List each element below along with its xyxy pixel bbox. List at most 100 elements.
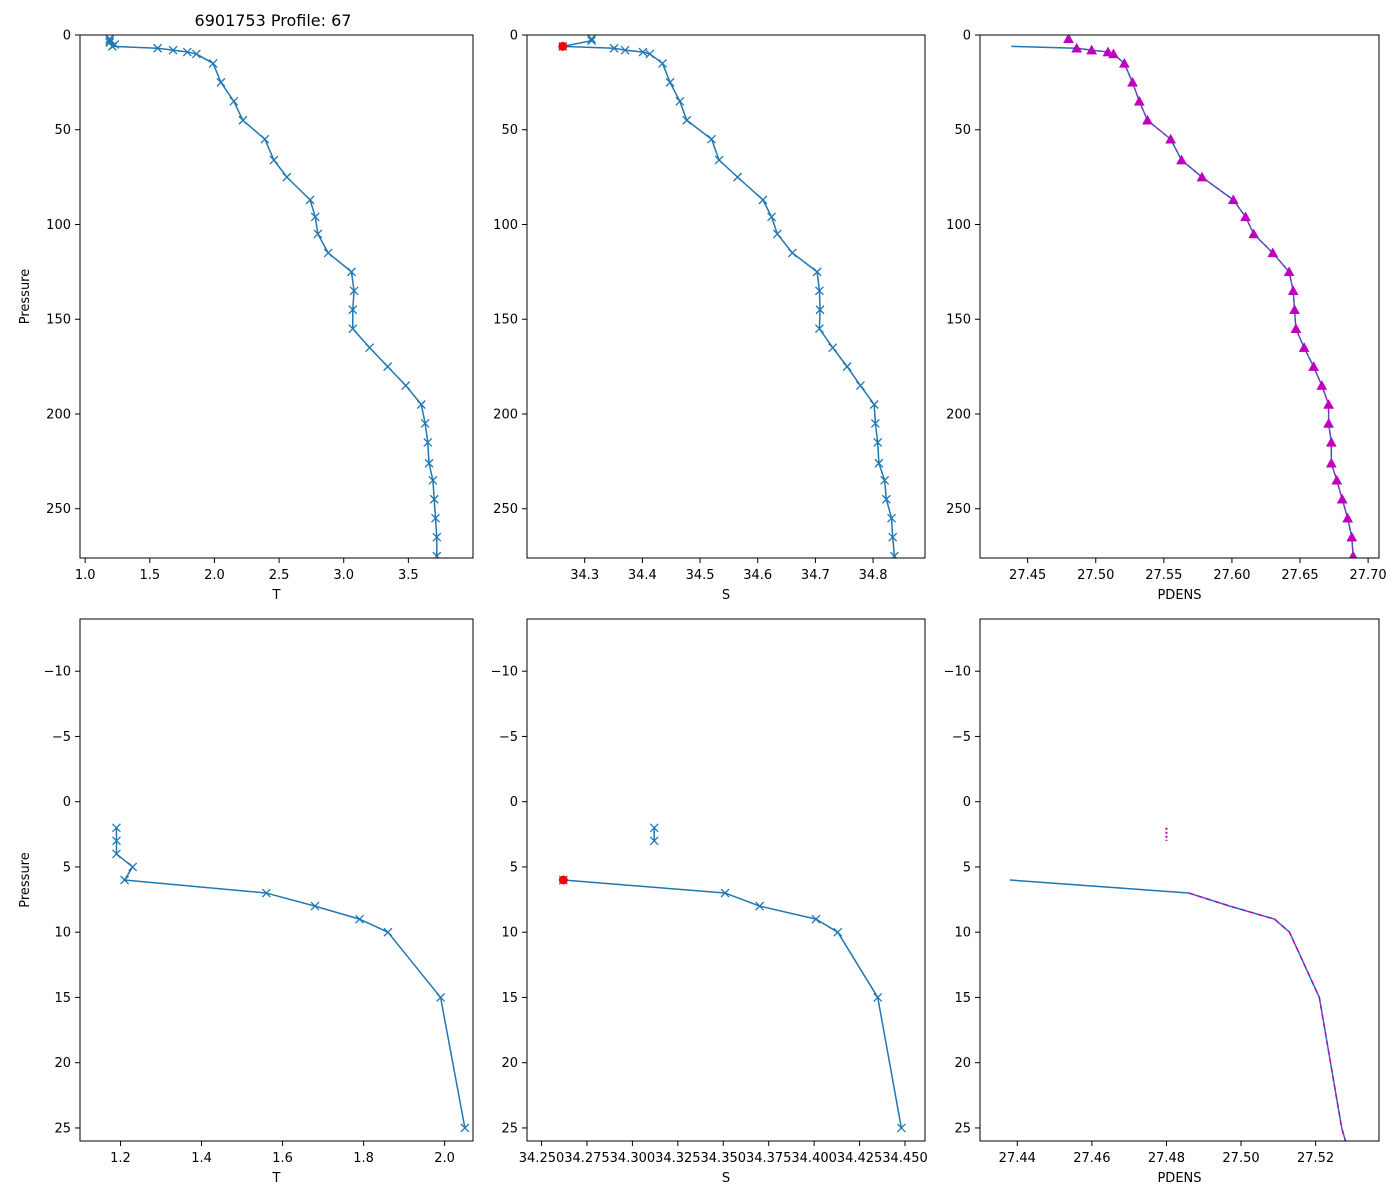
y-tick-label-PDENS_full-2: 100 — [946, 218, 971, 233]
plot-area-PDENS_zoom — [1009, 827, 1347, 1141]
data-point-S_full-29 — [880, 475, 890, 485]
data-point-T_full-33 — [431, 513, 440, 523]
y-tick-label-T_full-3: 150 — [46, 313, 71, 328]
data-point-T_full-30 — [424, 458, 434, 468]
data-point-T_full-2 — [105, 38, 115, 48]
data-point-T_full-27 — [416, 400, 426, 409]
data-point-T_full-31 — [428, 475, 438, 485]
flagged-point-S_zoom-0 — [558, 875, 568, 885]
plot-area-S_full — [558, 35, 899, 558]
panel-PDENS_full: 27.45 27.50 27.55 27.60 27.65 27.70 0 50 100 150 2… — [946, 29, 1387, 604]
x-tick-label-S_full-4: 34.7 — [801, 568, 830, 583]
data-point-S_zoom-2 — [755, 901, 765, 911]
data-point-PDENS_full-7 — [1133, 95, 1145, 106]
data-point-PDENS_full-22 — [1316, 380, 1328, 390]
data-point-S_full-6 — [645, 49, 655, 59]
y-tick-label-S_full-5: 250 — [493, 502, 518, 517]
y-tick-label-S_full-0: 0 — [510, 29, 518, 44]
axes-frame-T_full — [79, 34, 474, 559]
x-tick-label-PDENS_full-5: 27.70 — [1349, 568, 1386, 583]
data-point-PDENS_full-1 — [1071, 42, 1083, 53]
x-tick-label-PDENS_full-4: 27.65 — [1281, 568, 1318, 583]
data-point-PDENS_full-8 — [1142, 114, 1153, 125]
data-point-PDENS_full-16 — [1283, 266, 1295, 277]
x-tick-label-T_zoom-2: 1.6 — [272, 1151, 293, 1166]
data-point-T_full-24 — [365, 343, 375, 353]
data-point-S_full-30 — [881, 494, 891, 504]
data-point-PDENS_full-14 — [1248, 228, 1260, 239]
data-point-S_full-32 — [888, 532, 898, 542]
y-tick-label-PDENS_zoom-2: 0 — [963, 795, 971, 810]
axes-frame-PDENS_zoom — [979, 618, 1380, 1142]
data-point-T_full-23 — [348, 324, 358, 334]
data-point-S_full-17 — [787, 248, 797, 258]
data-point-T_zoom-4 — [120, 875, 130, 885]
y-tick-label-T_zoom-4: 10 — [54, 926, 71, 941]
data-point-S_full-22 — [828, 343, 838, 353]
y-tick-label-T_full-4: 200 — [46, 407, 71, 422]
x-tick-label-S_zoom-0: 34.250 — [519, 1151, 565, 1166]
y-tick-label-PDENS_zoom-1: −5 — [952, 730, 971, 745]
data-point-S_full-1 — [587, 36, 597, 46]
y-tick-label-S_zoom-5: 15 — [501, 991, 518, 1006]
data-point-S_full-8 — [665, 77, 675, 87]
y-tick-label-T_full-1: 50 — [54, 123, 71, 138]
y-tick-label-S_zoom-4: 10 — [501, 926, 518, 941]
data-point-S_full-7 — [658, 58, 668, 68]
panel-S_full: 34.3 34.4 34.5 34.6 34.7 34.8 0 50 100 150 200 250 S — [493, 29, 926, 603]
y-tick-label-T_full-0: 0 — [63, 29, 71, 44]
figure-title: 6901753 Profile: 67 — [195, 11, 352, 30]
x-tick-label-PDENS_zoom-1: 27.46 — [1073, 1151, 1110, 1166]
data-point-T_full-13 — [260, 134, 270, 144]
y-tick-label-PDENS_zoom-3: 5 — [963, 860, 971, 875]
y-tick-label-T_zoom-7: 25 — [54, 1121, 71, 1136]
x-tick-label-T_zoom-1: 1.4 — [191, 1151, 212, 1166]
data-point-T_zoom-7 — [355, 914, 365, 924]
x-tick-label-PDENS_zoom-4: 27.52 — [1297, 1151, 1334, 1166]
data-point-T_zoom-2 — [112, 849, 121, 859]
x-axis-label-T_zoom: T — [272, 1171, 281, 1186]
data-point-T_zoom-9 — [436, 992, 446, 1002]
data-point-S_full-11 — [707, 134, 717, 144]
data-point-T_full-25 — [383, 362, 393, 372]
x-axis-label-PDENS_zoom: PDENS — [1157, 1171, 1201, 1186]
data-point-PDENS_full-17 — [1287, 285, 1299, 296]
y-tick-label-S_zoom-1: −5 — [499, 730, 518, 745]
x-tick-label-S_full-5: 34.8 — [859, 568, 888, 583]
y-tick-label-S_zoom-3: 5 — [510, 860, 518, 875]
data-point-T_full-18 — [313, 229, 323, 239]
data-point-T_zoom-0 — [112, 823, 121, 833]
y-tick-label-S_zoom-0: −10 — [491, 665, 518, 680]
data-point-T_full-5 — [153, 43, 163, 53]
y-tick-label-PDENS_full-0: 0 — [963, 29, 971, 44]
data-point-S_full-21 — [814, 324, 824, 334]
data-point-S_full-12 — [714, 155, 724, 165]
y-tick-label-PDENS_zoom-7: 25 — [954, 1121, 971, 1136]
y-tick-label-S_full-1: 50 — [501, 123, 518, 138]
data-point-T_zoom-3 — [128, 862, 138, 872]
data-point-PDENS_full-5 — [1118, 57, 1130, 68]
x-tick-label-T_zoom-0: 1.2 — [110, 1151, 131, 1166]
data-point-PDENS_full-12 — [1227, 194, 1239, 205]
data-point-T_zoom-1 — [112, 836, 121, 846]
x-tick-label-T_full-0: 1.0 — [75, 568, 96, 583]
y-tick-label-T_zoom-5: 15 — [54, 991, 71, 1006]
data-point-T_full-12 — [238, 115, 248, 125]
data-point-PDENS_full-10 — [1176, 154, 1187, 165]
data-point-PDENS_full-28 — [1336, 493, 1348, 504]
data-point-S_zoom-5 — [873, 992, 883, 1002]
y-tick-label-PDENS_zoom-4: 10 — [954, 926, 971, 941]
y-tick-label-PDENS_full-3: 150 — [946, 313, 971, 328]
data-point-T_zoom-8 — [383, 927, 393, 937]
data-point-T_full-4 — [107, 41, 117, 51]
data-point-PDENS_full-30 — [1346, 531, 1358, 542]
y-tick-label-T_zoom-2: 0 — [63, 795, 71, 810]
data-point-PDENS_full-11 — [1196, 171, 1208, 182]
data-point-S_full-16 — [772, 229, 782, 239]
data-point-T_full-19 — [323, 248, 333, 258]
data-point-PDENS_full-2 — [1086, 44, 1098, 55]
y-tick-label-S_full-2: 100 — [493, 218, 518, 233]
data-point-T_full-6 — [168, 45, 178, 55]
panel-PDENS_zoom: 27.44 27.46 27.48 27.50 27.52 −10 −5 0 5 10 15 20 25… — [944, 618, 1380, 1186]
